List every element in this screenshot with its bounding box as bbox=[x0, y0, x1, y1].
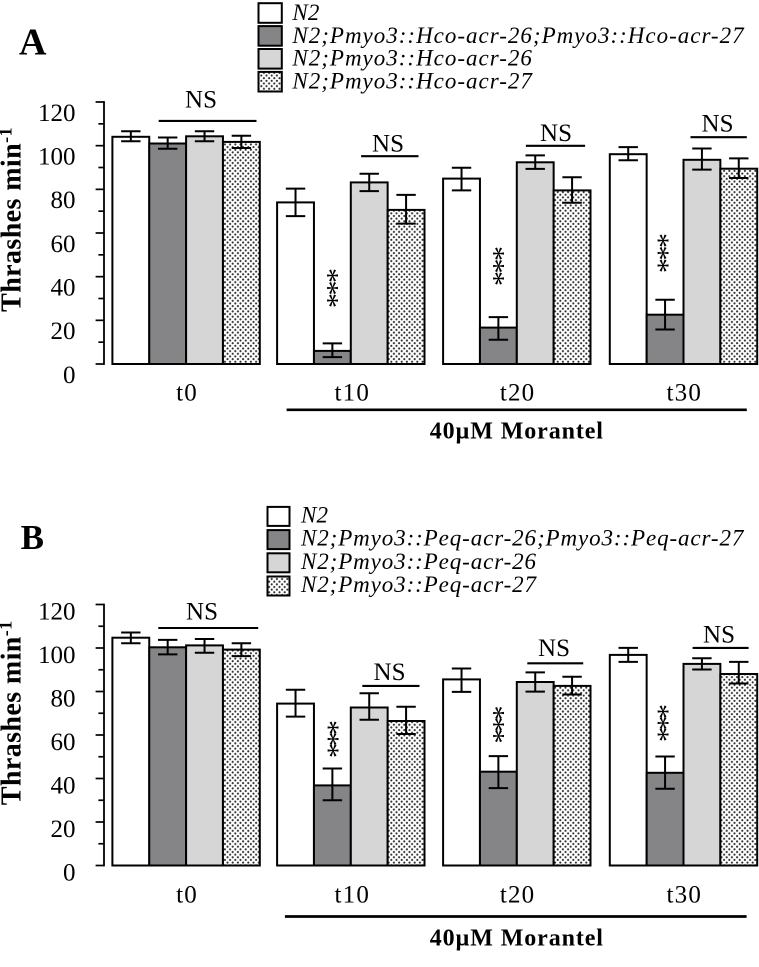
svg-text:NS: NS bbox=[702, 111, 734, 138]
svg-text:NS: NS bbox=[185, 87, 217, 114]
svg-text:*: * bbox=[477, 246, 510, 261]
svg-text:100: 100 bbox=[38, 143, 76, 170]
svg-text:*: * bbox=[642, 727, 675, 742]
svg-text:0: 0 bbox=[63, 362, 76, 389]
svg-text:N2;Pmyo3::Hco-acr-26;Pmyo3::Hc: N2;Pmyo3::Hco-acr-26;Pmyo3::Hco-acr-27 bbox=[291, 23, 745, 48]
svg-text:*: * bbox=[642, 716, 675, 731]
svg-text:*: * bbox=[312, 268, 345, 283]
svg-text:40: 40 bbox=[51, 772, 76, 799]
svg-text:80: 80 bbox=[51, 685, 76, 712]
svg-text:*: * bbox=[312, 281, 345, 296]
svg-text:*: * bbox=[477, 271, 510, 286]
svg-text:*: * bbox=[642, 704, 675, 719]
svg-text:N2;Pmyo3::Peq-acr-26;Pmyo3::Pe: N2;Pmyo3::Peq-acr-26;Pmyo3::Peq-acr-27 bbox=[300, 526, 745, 551]
svg-text:Thrashes min-1: Thrashes min-1 bbox=[0, 127, 28, 312]
svg-text:t0: t0 bbox=[176, 882, 198, 909]
svg-text:t30: t30 bbox=[667, 380, 703, 407]
svg-text:NS: NS bbox=[538, 635, 570, 662]
svg-text:N2;Pmyo3::Peq-acr-27: N2;Pmyo3::Peq-acr-27 bbox=[300, 572, 538, 597]
svg-text:B: B bbox=[21, 518, 44, 557]
svg-text:N2;Pmyo3::Peq-acr-26: N2;Pmyo3::Peq-acr-26 bbox=[300, 549, 537, 574]
svg-text:Thrashes min-1: Thrashes min-1 bbox=[0, 620, 28, 805]
svg-text:N2;Pmyo3::Hco-acr-27: N2;Pmyo3::Hco-acr-27 bbox=[291, 69, 533, 94]
svg-text:t20: t20 bbox=[500, 882, 536, 909]
svg-text:NS: NS bbox=[703, 622, 735, 649]
svg-text:*: * bbox=[312, 720, 345, 735]
svg-text:A: A bbox=[19, 22, 47, 64]
svg-text:t30: t30 bbox=[667, 882, 703, 909]
svg-text:*: * bbox=[477, 706, 510, 721]
svg-text:40µM Morantel: 40µM Morantel bbox=[430, 926, 604, 952]
svg-text:20: 20 bbox=[51, 318, 76, 345]
svg-text:NS: NS bbox=[372, 131, 404, 158]
svg-text:100: 100 bbox=[38, 642, 76, 669]
svg-text:120: 120 bbox=[38, 100, 76, 127]
svg-text:*: * bbox=[312, 293, 345, 308]
svg-text:t10: t10 bbox=[335, 882, 371, 909]
svg-text:0: 0 bbox=[63, 859, 76, 886]
svg-text:*: * bbox=[477, 258, 510, 273]
svg-text:120: 120 bbox=[38, 598, 76, 625]
svg-text:t10: t10 bbox=[335, 380, 371, 407]
svg-text:60: 60 bbox=[51, 231, 76, 258]
svg-text:*: * bbox=[312, 743, 345, 758]
svg-text:60: 60 bbox=[51, 729, 76, 756]
svg-text:NS: NS bbox=[374, 659, 406, 686]
svg-text:*: * bbox=[642, 246, 675, 261]
svg-text:NS: NS bbox=[540, 120, 572, 147]
svg-text:N2: N2 bbox=[291, 0, 319, 25]
svg-text:40: 40 bbox=[51, 274, 76, 301]
svg-text:NS: NS bbox=[186, 599, 218, 626]
svg-text:N2: N2 bbox=[300, 503, 328, 528]
svg-text:40µM Morantel: 40µM Morantel bbox=[430, 419, 604, 445]
svg-text:*: * bbox=[477, 729, 510, 744]
svg-text:*: * bbox=[642, 258, 675, 273]
svg-text:*: * bbox=[642, 233, 675, 248]
svg-text:N2;Pmyo3::Hco-acr-26: N2;Pmyo3::Hco-acr-26 bbox=[291, 46, 533, 71]
svg-text:t20: t20 bbox=[500, 380, 536, 407]
svg-text:*: * bbox=[312, 732, 345, 747]
svg-text:*: * bbox=[477, 717, 510, 732]
svg-text:t0: t0 bbox=[176, 380, 198, 407]
svg-text:80: 80 bbox=[51, 187, 76, 214]
svg-text:20: 20 bbox=[51, 816, 76, 843]
